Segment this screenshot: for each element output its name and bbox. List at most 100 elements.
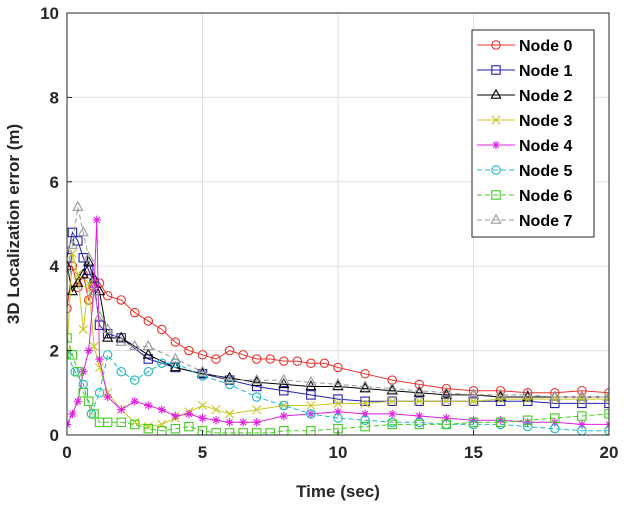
data-point-node-7 bbox=[413, 384, 425, 395]
data-point-node-6 bbox=[522, 415, 533, 425]
y-tick-label: 8 bbox=[50, 88, 59, 107]
data-point-node-6 bbox=[67, 333, 72, 343]
data-point-node-6 bbox=[83, 396, 94, 406]
data-point-node-0 bbox=[265, 354, 275, 364]
data-point-node-6 bbox=[414, 419, 425, 430]
data-point-node-7 bbox=[115, 335, 127, 346]
y-tick-label: 0 bbox=[50, 426, 59, 445]
data-point-node-0 bbox=[279, 356, 289, 366]
data-point-node-1 bbox=[360, 396, 370, 406]
data-point-node-7 bbox=[386, 382, 398, 393]
data-point-node-1 bbox=[306, 390, 316, 400]
data-point-node-7 bbox=[88, 285, 100, 296]
data-point-node-0 bbox=[360, 369, 370, 379]
legend-label: Node 1 bbox=[519, 63, 572, 80]
data-point-node-3 bbox=[84, 278, 94, 288]
data-point-node-3 bbox=[360, 398, 370, 408]
legend-marker bbox=[491, 165, 501, 175]
data-point-node-7 bbox=[72, 200, 84, 211]
data-point-node-5 bbox=[116, 366, 126, 377]
data-point-node-2 bbox=[67, 259, 73, 270]
data-point-node-5 bbox=[522, 421, 533, 432]
data-point-node-0 bbox=[495, 385, 506, 396]
data-point-node-2 bbox=[102, 331, 114, 342]
data-point-node-7 bbox=[129, 340, 141, 351]
data-point-node-4 bbox=[238, 418, 248, 427]
data-point-node-4 bbox=[117, 405, 126, 414]
data-point-node-0 bbox=[170, 337, 181, 347]
data-point-node-6 bbox=[387, 419, 397, 430]
data-point-node-6 bbox=[577, 411, 587, 421]
data-point-node-6 bbox=[89, 409, 99, 419]
legend-marker bbox=[491, 140, 501, 150]
data-point-node-4 bbox=[157, 405, 167, 414]
data-point-node-6 bbox=[211, 428, 221, 435]
data-point-node-4 bbox=[68, 409, 77, 419]
series-line-node-6 bbox=[67, 337, 609, 434]
y-axis-label: 3D Localization error (m) bbox=[4, 124, 23, 324]
data-point-node-6 bbox=[67, 350, 78, 360]
legend-item-node-5: Node 5 bbox=[477, 163, 572, 180]
data-point-node-4 bbox=[130, 397, 139, 406]
data-point-node-7 bbox=[142, 340, 154, 351]
data-point-node-3 bbox=[333, 398, 343, 408]
data-point-node-1 bbox=[78, 253, 89, 263]
x-tick-label: 0 bbox=[62, 443, 71, 462]
data-point-node-0 bbox=[157, 324, 167, 335]
data-point-node-3 bbox=[414, 396, 424, 406]
x-tick-label: 15 bbox=[464, 443, 483, 462]
data-point-node-5 bbox=[157, 358, 167, 369]
data-point-node-3 bbox=[252, 405, 262, 415]
legend-marker bbox=[491, 115, 501, 125]
data-point-node-0 bbox=[292, 356, 303, 366]
legend-marker bbox=[490, 213, 502, 224]
data-point-node-5 bbox=[102, 350, 113, 360]
data-point-node-5 bbox=[130, 375, 140, 385]
legend-item-node-3: Node 3 bbox=[477, 113, 572, 130]
data-point-node-6 bbox=[130, 419, 140, 430]
data-point-node-6 bbox=[116, 417, 126, 428]
data-point-node-7 bbox=[467, 388, 480, 399]
data-point-node-7 bbox=[440, 386, 453, 397]
data-point-node-2 bbox=[223, 371, 236, 382]
data-point-node-6 bbox=[73, 366, 83, 377]
data-point-node-4 bbox=[84, 346, 93, 355]
data-point-node-4 bbox=[184, 409, 194, 419]
data-point-node-7 bbox=[102, 323, 114, 334]
x-tick-label: 10 bbox=[329, 443, 348, 462]
legend-marker bbox=[491, 65, 501, 75]
x-tick-labels: 0 5 10 15 20 bbox=[62, 443, 618, 462]
data-point-node-0 bbox=[211, 354, 221, 364]
legend: Node 0 Node 1 Node 2 Node 3 Node 4 Node 5 Node… bbox=[471, 29, 595, 238]
series-line-node-7 bbox=[67, 206, 609, 398]
data-point-node-6 bbox=[78, 388, 89, 398]
legend-marker bbox=[490, 88, 502, 99]
data-point-node-1 bbox=[67, 227, 78, 238]
y-tick-labels: 0 2 4 6 8 10 bbox=[40, 4, 59, 445]
data-point-node-7 bbox=[77, 226, 89, 237]
data-point-node-6 bbox=[251, 428, 262, 435]
data-point-node-5 bbox=[360, 415, 370, 425]
data-point-node-4 bbox=[171, 411, 180, 421]
data-point-node-7 bbox=[83, 251, 95, 262]
legend-label: Node 6 bbox=[519, 188, 572, 205]
data-point-node-0 bbox=[224, 345, 235, 356]
data-point-node-4 bbox=[92, 215, 102, 224]
legend-box bbox=[471, 29, 595, 238]
data-point-node-5 bbox=[143, 366, 154, 377]
data-point-node-3 bbox=[211, 405, 221, 415]
data-point-node-6 bbox=[238, 428, 248, 435]
data-point-node-7 bbox=[278, 373, 290, 384]
data-point-node-0 bbox=[130, 307, 140, 318]
data-point-node-6 bbox=[170, 423, 181, 434]
data-point-node-1 bbox=[73, 236, 83, 246]
x-tick-label: 20 bbox=[600, 443, 619, 462]
data-point-node-1 bbox=[94, 320, 105, 331]
data-point-node-3 bbox=[441, 396, 451, 406]
data-point-node-7 bbox=[169, 352, 182, 363]
data-point-node-3 bbox=[306, 400, 316, 411]
data-point-node-0 bbox=[143, 316, 154, 326]
data-point-node-0 bbox=[102, 290, 113, 301]
data-point-node-2 bbox=[115, 331, 127, 342]
data-point-node-4 bbox=[225, 418, 234, 427]
